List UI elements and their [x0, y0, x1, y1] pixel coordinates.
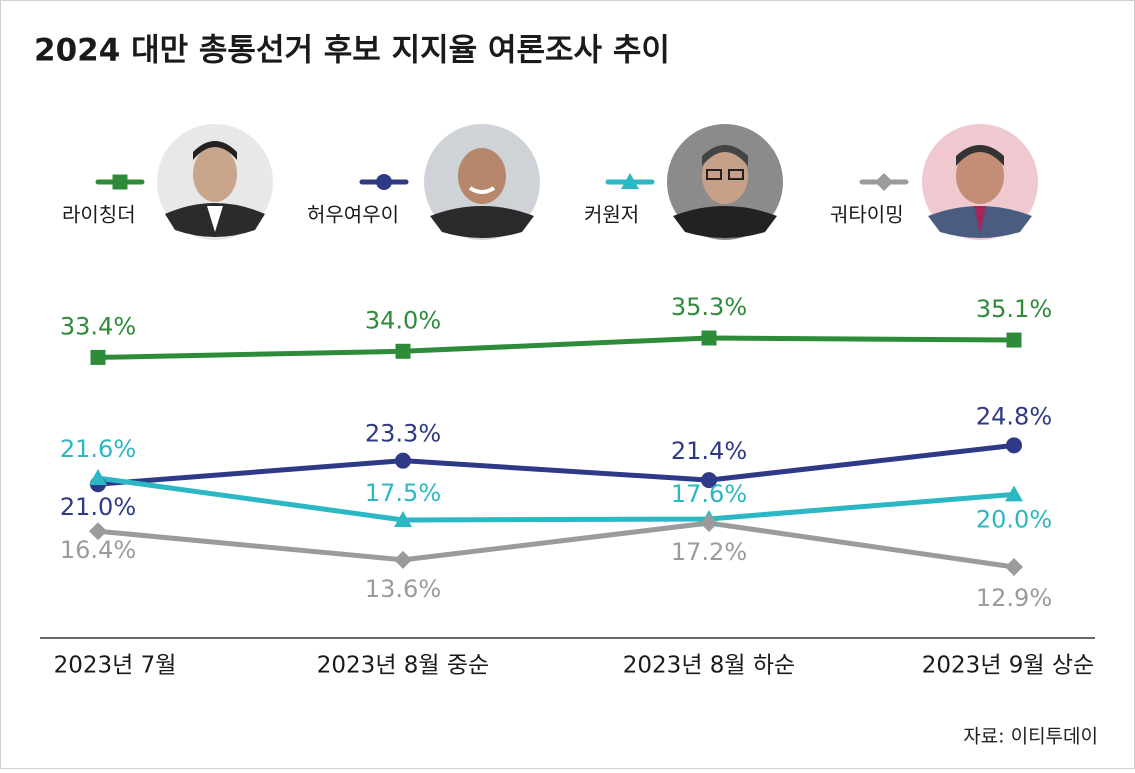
- portrait: [157, 124, 273, 240]
- point: [701, 472, 717, 489]
- data-label: 13.6%: [365, 575, 441, 603]
- data-label: 17.2%: [671, 538, 747, 566]
- legend-label: 허우여우이: [307, 203, 399, 227]
- legend-entry: 커원저: [584, 173, 655, 227]
- point: [90, 349, 106, 365]
- legend-label: 커원저: [584, 203, 639, 227]
- data-label: 33.4%: [60, 312, 136, 340]
- point: [89, 469, 107, 486]
- portrait: [667, 124, 783, 240]
- x-tick-label: 2023년 8월 하순: [623, 653, 795, 679]
- x-tick-label: 2023년 8월 중순: [317, 653, 489, 679]
- point: [1006, 437, 1022, 454]
- source: 자료: 이티투데이: [963, 726, 1098, 748]
- point: [701, 330, 717, 346]
- data-label: 17.6%: [671, 480, 747, 508]
- point: [89, 522, 107, 541]
- data-label: 12.9%: [976, 584, 1052, 612]
- point: [875, 173, 893, 191]
- x-tick-label: 2023년 7월: [54, 653, 177, 679]
- point: [1005, 485, 1023, 502]
- data-label: 24.8%: [976, 402, 1052, 430]
- chart-title: 2024 대만 총통선거 후보 지지율 여론조사 추이: [34, 33, 670, 69]
- point: [700, 514, 718, 533]
- data-label: 23.3%: [365, 420, 441, 448]
- point: [394, 550, 412, 569]
- legend-label: 라이칭더: [62, 203, 136, 227]
- data-label: 17.5%: [365, 479, 441, 507]
- series-line: [97, 335, 1015, 360]
- point: [395, 452, 411, 469]
- data-label: 16.4%: [60, 536, 136, 564]
- data-label: 21.4%: [671, 437, 747, 465]
- portrait: [424, 124, 540, 240]
- x-tick-label: 2023년 9월 상순: [922, 653, 1094, 679]
- point: [1006, 332, 1022, 348]
- point: [395, 343, 411, 359]
- data-label: 20.0%: [976, 505, 1052, 533]
- point: [1005, 558, 1023, 576]
- data-label: 21.0%: [60, 493, 136, 521]
- legend-label: 궈타이밍: [830, 203, 904, 227]
- point: [621, 173, 639, 189]
- series-line: [97, 442, 1015, 487]
- series-line: [97, 520, 1015, 570]
- data-label: 35.1%: [976, 295, 1052, 323]
- point: [394, 510, 412, 527]
- legend-entry: 허우여우이: [307, 174, 409, 227]
- data-label: 35.3%: [671, 293, 747, 321]
- portraits: [157, 124, 1038, 240]
- series-line: [97, 475, 1015, 523]
- legend-entry: 궈타이밍: [830, 173, 909, 227]
- data-label: 21.6%: [60, 435, 136, 463]
- legend-entry: 라이칭더: [62, 174, 145, 227]
- data-label: 34.0%: [365, 306, 441, 334]
- point: [376, 174, 392, 190]
- portrait: [922, 124, 1038, 240]
- point: [112, 174, 128, 190]
